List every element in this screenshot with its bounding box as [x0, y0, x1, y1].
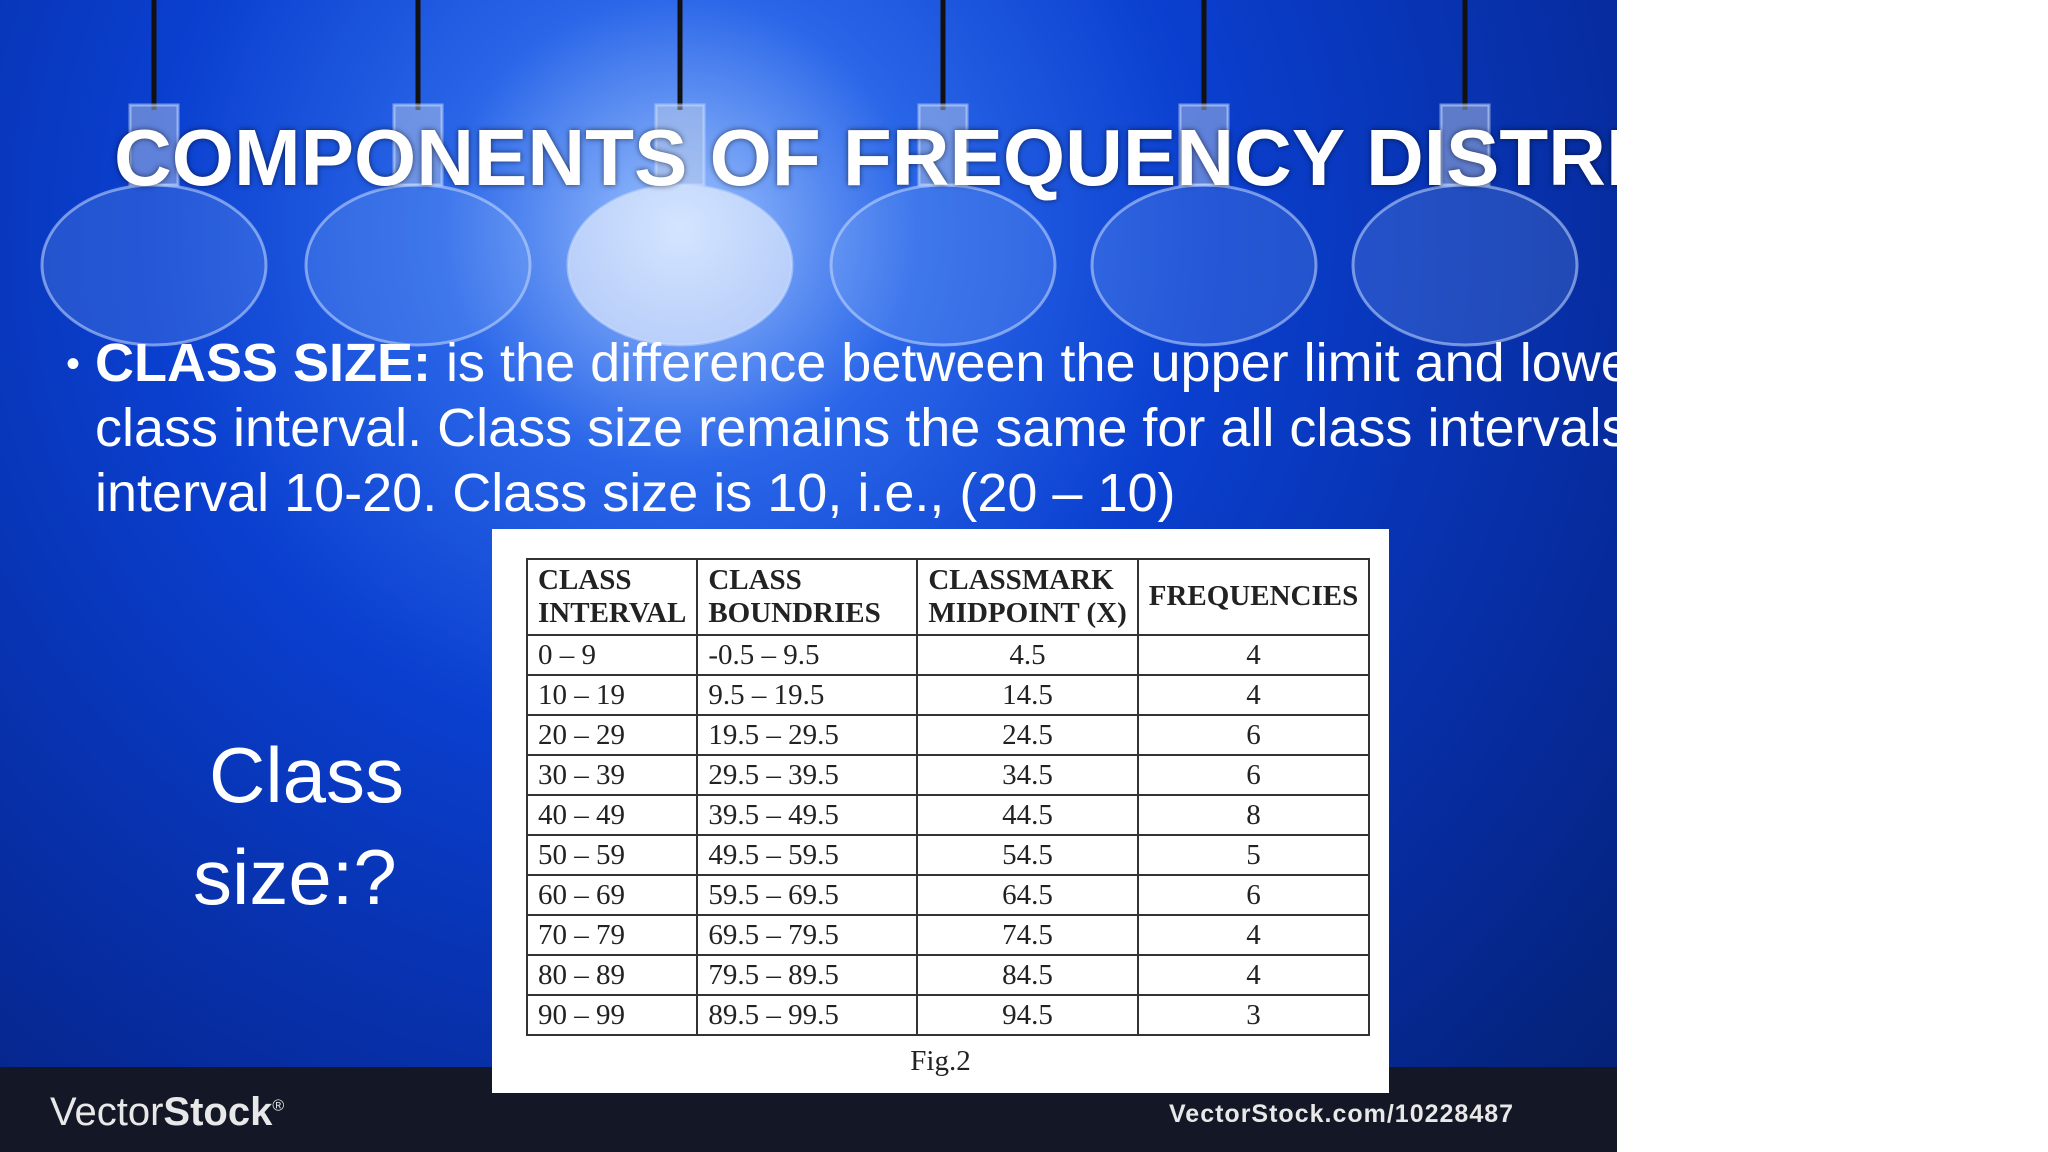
table-cell: 19.5 – 29.5	[696, 714, 919, 756]
table-cell: 70 – 79	[525, 914, 699, 956]
table-cell: 54.5	[916, 834, 1139, 876]
bullet-line: CLASS SIZE: is the difference between th…	[95, 336, 1617, 390]
table-cell: 74.5	[916, 914, 1139, 956]
table-cell: 34.5	[916, 754, 1139, 796]
table-cell: 4	[1136, 954, 1371, 996]
header-text: CLASSMARK	[928, 563, 1114, 596]
slide-title: COMPONENTS OF FREQUENCY DISTRIBUTION	[114, 113, 1617, 202]
table-cell: 8	[1136, 794, 1371, 836]
table-cell: 4	[1136, 914, 1371, 956]
table-cell: 64.5	[916, 874, 1139, 916]
side-text: size:?	[193, 833, 397, 921]
table-cell: 14.5	[916, 674, 1139, 716]
table-cell: 4	[1136, 674, 1371, 716]
table-cell: 20 – 29	[525, 714, 699, 756]
table-cell: 50 – 59	[525, 834, 699, 876]
table-row: 70 – 79 69.5 – 79.5 74.5 4	[525, 914, 1371, 956]
table-row: 80 – 89 79.5 – 89.5 84.5 4	[525, 954, 1371, 996]
column-header: CLASS INTERVAL	[525, 558, 699, 636]
logo-light: Vector	[50, 1090, 164, 1134]
table-cell: 5	[1136, 834, 1371, 876]
table-cell: 9.5 – 19.5	[696, 674, 919, 716]
table-cell: 6	[1136, 754, 1371, 796]
bulb-glass	[566, 183, 794, 347]
table-cell: 94.5	[916, 994, 1139, 1036]
bullet-line: class interval. Class size remains the s…	[95, 398, 1617, 458]
bulb-glass	[1351, 183, 1579, 347]
bullet-dot: •	[66, 342, 81, 386]
table-cell: 6	[1136, 714, 1371, 756]
table-image: CLASS INTERVAL CLASS BOUNDRIES CLASSMARK MIDP…	[492, 529, 1389, 1093]
header-text: FREQUENCIES	[1148, 580, 1359, 613]
table-cell: 4	[1136, 634, 1371, 676]
table-cell: 69.5 – 79.5	[696, 914, 919, 956]
header-text: CLASS	[708, 563, 802, 596]
table-row: 40 – 49 39.5 – 49.5 44.5 8	[525, 794, 1371, 836]
table-cell: 29.5 – 39.5	[696, 754, 919, 796]
bulb-glass	[1090, 183, 1318, 347]
table-cell: 44.5	[916, 794, 1139, 836]
header-text: BOUNDRIES	[708, 597, 881, 629]
bulb-glass	[304, 183, 532, 347]
table-cell: 40 – 49	[525, 794, 699, 836]
bullet-line: interval 10-20. Class size is 10, i.e., …	[95, 463, 1176, 523]
table-cell: 6	[1136, 874, 1371, 916]
header-text: CLASS	[538, 563, 632, 596]
table-caption: Fig.2	[910, 1045, 971, 1077]
header-text: INTERVAL	[538, 597, 687, 629]
table-row: 0 – 9 -0.5 – 9.5 4.5 4	[525, 634, 1371, 676]
logo-mark: ®	[272, 1097, 285, 1115]
table-cell: 4.5	[916, 634, 1139, 676]
table-cell: 84.5	[916, 954, 1139, 996]
table-cell: 30 – 39	[525, 754, 699, 796]
bulb-glass	[40, 183, 268, 347]
column-header: CLASSMARK MIDPOINT (X)	[916, 558, 1139, 636]
column-header: CLASS BOUNDRIES	[696, 558, 919, 636]
table-cell: -0.5 – 9.5	[696, 634, 919, 676]
table-cell: 89.5 – 99.5	[696, 994, 919, 1036]
table-row: 30 – 39 29.5 – 39.5 34.5 6	[525, 754, 1371, 796]
bulb-decoration	[40, 0, 1579, 347]
table-cell: 3	[1136, 994, 1371, 1036]
table-cell: 59.5 – 69.5	[696, 874, 919, 916]
table-cell: 24.5	[916, 714, 1139, 756]
header-row: CLASS INTERVAL CLASS BOUNDRIES CLASSMARK MIDP…	[525, 558, 1371, 636]
table-cell: 39.5 – 49.5	[696, 794, 919, 836]
table-cell: 0 – 9	[525, 634, 699, 676]
watermark-url: VectorStock.com/10228487	[1169, 1100, 1515, 1128]
table-cell: 60 – 69	[525, 874, 699, 916]
table-cell: 90 – 99	[525, 994, 699, 1036]
watermark-logo: VectorStock®	[50, 1090, 284, 1135]
table-row: 90 – 99 89.5 – 99.5 94.5 3	[525, 994, 1371, 1036]
column-header: FREQUENCIES	[1136, 558, 1371, 636]
table-cell: 79.5 – 89.5	[696, 954, 919, 996]
table-cell: 10 – 19	[525, 674, 699, 716]
header-text: MIDPOINT (X)	[928, 597, 1127, 629]
bullet-text: is the difference between the upper limi…	[446, 333, 1617, 393]
slide: COMPONENTS OF FREQUENCY DISTRIBUTION • C…	[0, 0, 1617, 1152]
table-row: 50 – 59 49.5 – 59.5 54.5 5	[525, 834, 1371, 876]
side-text: Class	[209, 731, 405, 819]
table-row: 60 – 69 59.5 – 69.5 64.5 6	[525, 874, 1371, 916]
table-cell: 80 – 89	[525, 954, 699, 996]
table-row: 10 – 19 9.5 – 19.5 14.5 4	[525, 674, 1371, 716]
bullet-label: CLASS SIZE:	[95, 333, 432, 393]
bulb-glass	[829, 183, 1057, 347]
table-cell: 49.5 – 59.5	[696, 834, 919, 876]
bulb-socket	[1178, 103, 1230, 187]
frequency-table: CLASS INTERVAL CLASS BOUNDRIES CLASSMARK MIDP…	[525, 558, 1371, 1036]
table-row: 20 – 29 19.5 – 29.5 24.5 6	[525, 714, 1371, 756]
logo-bold: Stock	[163, 1090, 273, 1134]
